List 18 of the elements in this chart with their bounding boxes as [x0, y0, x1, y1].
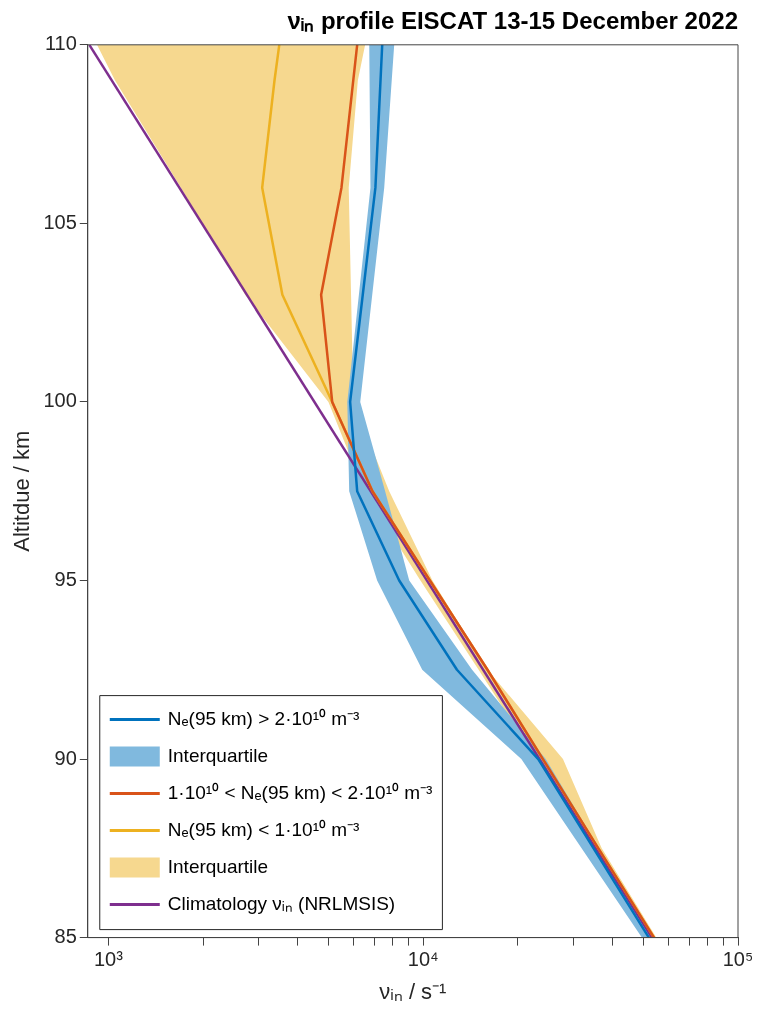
legend-label: Nₑ(95 km) < 1·10¹⁰ m⁻³ [167, 818, 360, 840]
legend-label: 1·10¹⁰ < Nₑ(95 km) < 2·10¹⁰ m⁻³ [167, 781, 433, 803]
y-tick-label: 105 [43, 210, 77, 233]
x-tick-label: 10³ [93, 948, 124, 971]
y-tick-label: 90 [54, 746, 77, 769]
legend-label: Climatology νᵢₙ (NRLMSIS) [167, 892, 396, 914]
y-tick-label: 85 [54, 925, 77, 948]
y-tick-label: 110 [44, 32, 77, 55]
legend-label: Interquartile [167, 744, 269, 766]
legend-label: Interquartile [167, 855, 269, 877]
x-tick-label: 10⁴ [407, 948, 439, 971]
legend-label: Nₑ(95 km) > 2·10¹⁰ m⁻³ [167, 707, 360, 729]
x-tick-label: 10⁵ [722, 948, 754, 971]
chart-title: νᵢₙ profile EISCAT 13-15 December 2022 [287, 7, 738, 35]
y-axis-title: Altitdue / km [9, 430, 35, 552]
x-axis-title: νᵢₙ / s⁻¹ [379, 978, 447, 1004]
y-tick-label: 100 [43, 389, 77, 412]
y-tick-label: 95 [54, 568, 77, 590]
